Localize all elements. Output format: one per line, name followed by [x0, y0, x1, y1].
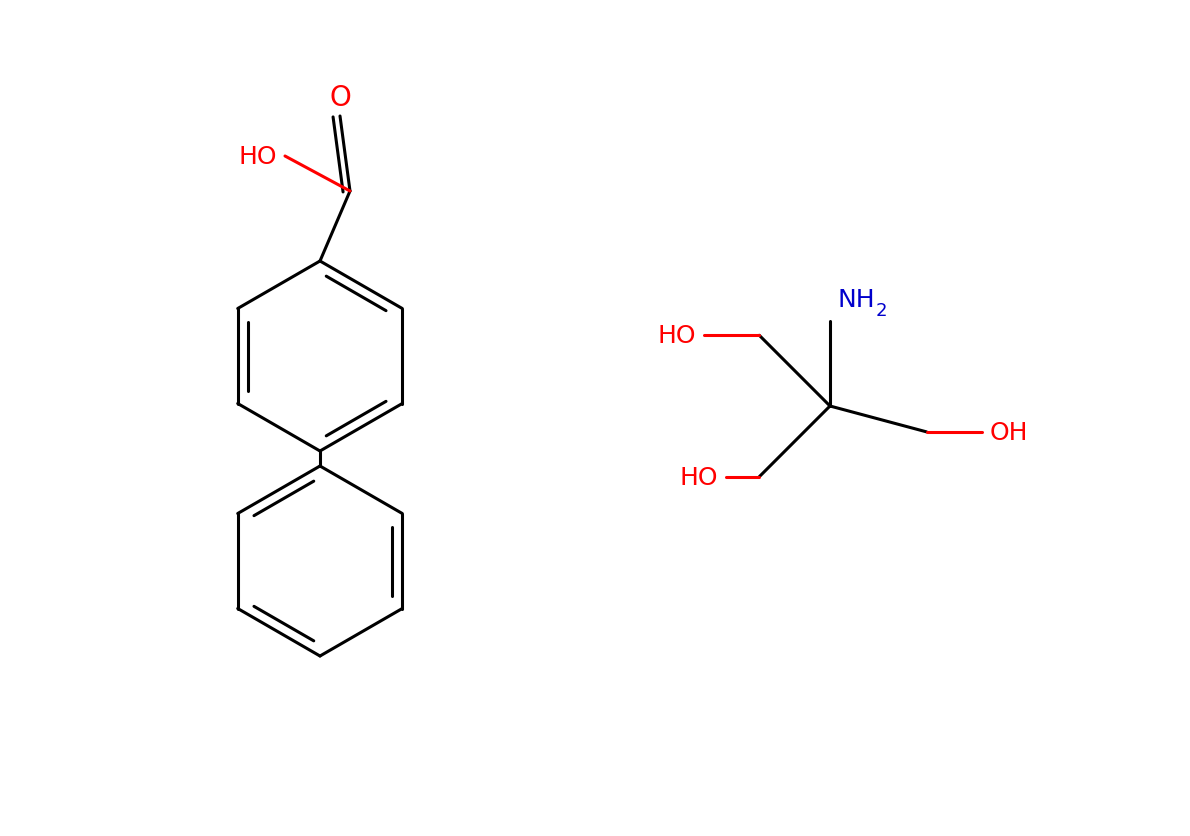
Text: 2: 2: [876, 302, 888, 319]
Text: HO: HO: [679, 465, 719, 489]
Text: O: O: [330, 84, 351, 112]
Text: OH: OH: [990, 421, 1028, 445]
Text: HO: HO: [238, 145, 277, 169]
Text: HO: HO: [658, 324, 696, 348]
Text: NH: NH: [838, 288, 876, 312]
